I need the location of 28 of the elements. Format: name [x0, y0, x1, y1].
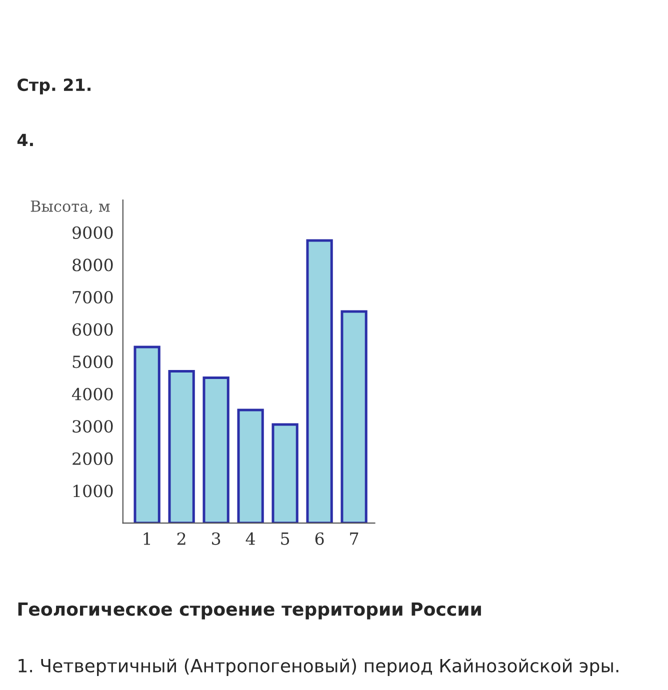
y-tick-label: 5000: [72, 356, 113, 368]
bar: [134, 346, 160, 524]
bar: [202, 376, 230, 524]
y-tick-label: 9000: [72, 226, 113, 239]
y-axis-title: Высота, м: [30, 200, 110, 214]
y-tick-label: 1000: [74, 484, 113, 498]
y-tick-label: 4000: [72, 388, 113, 400]
y-tick-label: 6000: [72, 323, 113, 336]
x-tick-label: 4: [246, 532, 256, 545]
text: Геологическое строение территории России: [18, 602, 481, 620]
y-tick-label: 3000: [72, 420, 113, 433]
x-tick-label: 6: [315, 532, 324, 545]
y-tick-label: 7000: [72, 290, 113, 304]
y-tick-label: 8000: [72, 258, 113, 272]
text: 4.: [17, 134, 33, 146]
text: Стр. 21.: [18, 78, 90, 94]
bar: [168, 370, 195, 524]
x-tick-label: 1: [144, 532, 150, 545]
x-tick-label: 2: [177, 532, 186, 545]
bar: [272, 423, 298, 524]
x-tick-label: 5: [281, 532, 290, 545]
x-tick-label: 3: [212, 532, 220, 545]
text: 1. Четвертичный (Антропогеновый) период Кайнозойской эры.: [18, 658, 618, 676]
y-tick-label: 2000: [72, 452, 113, 466]
bar: [306, 239, 333, 524]
bar: [237, 408, 264, 524]
bar: [340, 310, 368, 524]
x-tick-label: 7: [350, 532, 358, 545]
